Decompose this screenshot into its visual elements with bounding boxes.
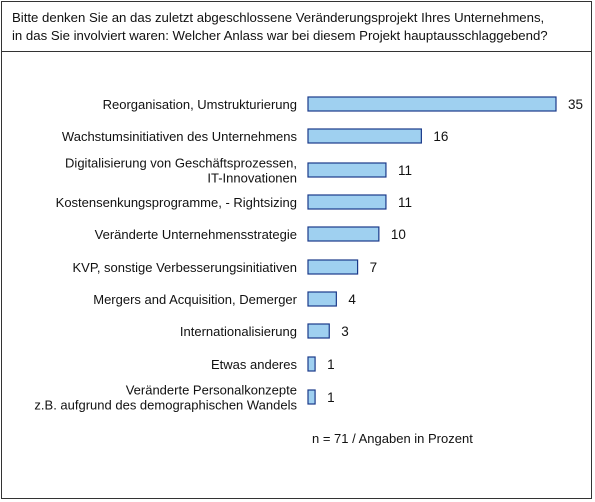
category-label: Veränderte Personalkonzepte	[126, 383, 297, 398]
bar	[307, 356, 316, 372]
bar	[307, 128, 422, 144]
category-label: Veränderte Unternehmensstrategie	[95, 227, 297, 242]
category-label: Internationalisierung	[180, 324, 297, 339]
value-label: 35	[568, 97, 583, 112]
value-label: 1	[327, 357, 335, 372]
bar	[307, 389, 316, 405]
value-label: 1	[327, 390, 335, 405]
bar	[307, 291, 337, 307]
category-label: Digitalisierung von Geschäftsprozessen,	[65, 156, 297, 171]
value-label: 11	[398, 163, 412, 178]
value-label: 7	[370, 260, 378, 275]
sample-note: n = 71 / Angaben in Prozent	[312, 431, 473, 446]
bar	[307, 323, 330, 339]
bar	[307, 194, 387, 210]
category-label: Reorganisation, Umstrukturierung	[103, 97, 297, 112]
value-label: 4	[348, 292, 356, 307]
bar	[307, 96, 557, 112]
bar	[307, 259, 359, 275]
value-label: 11	[398, 195, 412, 210]
category-label: Etwas anderes	[211, 357, 297, 372]
category-label: Kostensenkungsprogramme, - Rightsizing	[56, 195, 297, 210]
value-label: 10	[391, 227, 406, 242]
category-label: z.B. aufgrund des demographischen Wandel…	[34, 398, 297, 413]
header-divider	[1, 51, 592, 52]
question-line-2: in das Sie involviert waren: Welcher Anl…	[12, 28, 548, 43]
value-label: 16	[433, 129, 448, 144]
bar	[307, 226, 380, 242]
category-label: Wachstumsinitiativen des Unternehmens	[62, 129, 298, 144]
question-text: Bitte denken Sie an das zuletzt abgeschl…	[12, 9, 580, 45]
bar	[307, 162, 387, 178]
question-line-1: Bitte denken Sie an das zuletzt abgeschl…	[12, 10, 545, 25]
value-label: 3	[341, 324, 349, 339]
category-label: Mergers and Acquisition, Demerger	[93, 292, 297, 307]
category-label: IT-Innovationen	[207, 171, 297, 186]
category-label: KVP, sonstige Verbesserungsinitiativen	[72, 260, 297, 275]
